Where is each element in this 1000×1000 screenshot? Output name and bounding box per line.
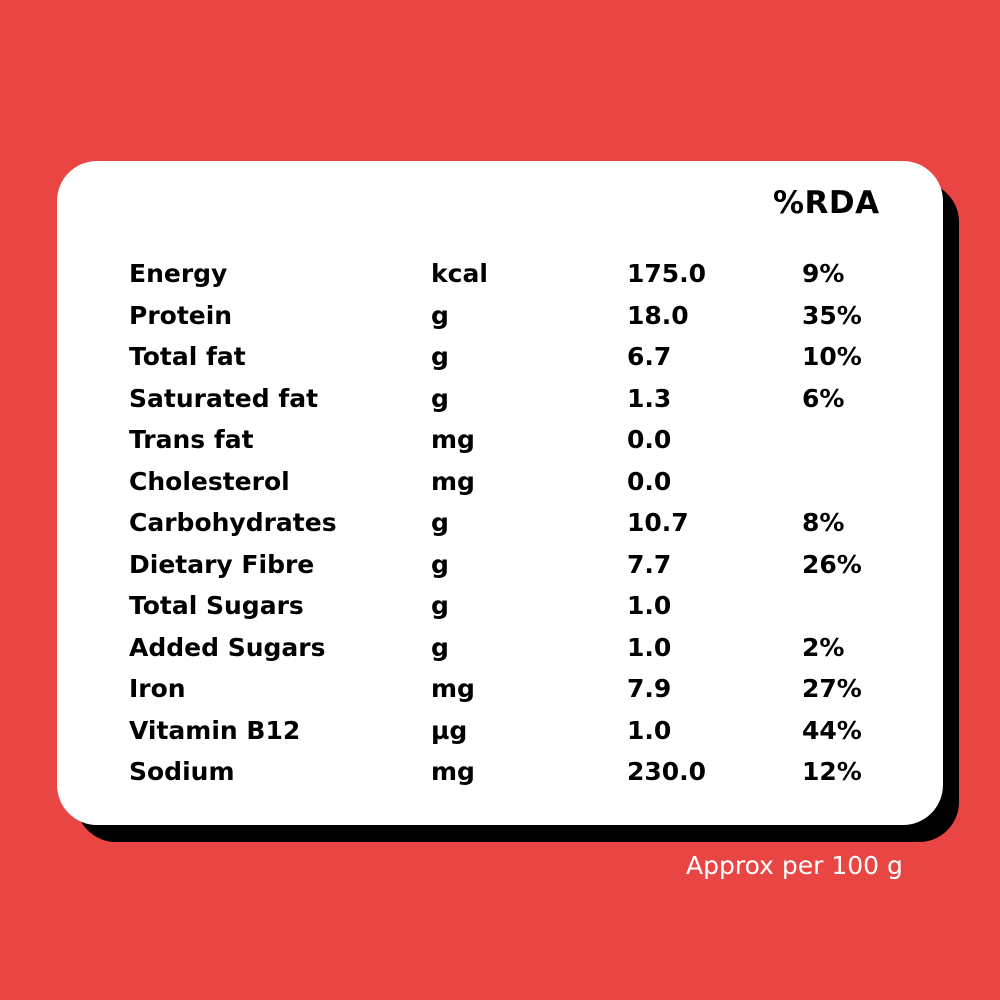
table-row: Dietary Fibre g 7.7 26% xyxy=(129,544,929,586)
nutrient-unit: g xyxy=(431,342,449,371)
nutrient-value: 1.0 xyxy=(627,632,672,662)
nutrient-name: Cholesterol xyxy=(129,466,290,496)
nutrient-name: Dietary Fibre xyxy=(129,549,315,579)
nutrient-unit: mg xyxy=(431,757,475,786)
nutrient-value: 230.0 xyxy=(627,757,707,786)
table-row: Saturated fat g 1.3 6% xyxy=(129,378,929,420)
nutrient-unit: mg xyxy=(431,674,475,703)
nutrient-rda: 10% xyxy=(802,342,862,371)
table-row: Protein g 18.0 35% xyxy=(129,295,929,337)
nutrient-name: Saturated fat xyxy=(129,383,319,413)
table-row: Total Sugars g 1.0 xyxy=(129,585,929,627)
nutrient-unit: g xyxy=(431,383,449,413)
table-row: Total fat g 6.7 10% xyxy=(129,336,929,378)
nutrient-name: Iron xyxy=(129,674,186,703)
nutrition-table: Energy kcal 175.0 9% Protein g 18.0 35% … xyxy=(129,253,929,793)
nutrient-value: 6.7 xyxy=(627,342,672,371)
nutrient-name: Carbohydrates xyxy=(129,508,337,537)
nutrient-unit: kcal xyxy=(431,259,488,288)
nutrient-name: Vitamin B12 xyxy=(129,715,301,745)
nutrient-rda: 6% xyxy=(802,383,845,413)
nutrient-name: Total Sugars xyxy=(129,591,304,620)
table-row: Energy kcal 175.0 9% xyxy=(129,253,929,295)
nutrient-name: Energy xyxy=(129,259,228,288)
nutrient-unit: µg xyxy=(431,715,468,745)
nutrient-unit: g xyxy=(431,632,449,662)
nutrient-value: 175.0 xyxy=(627,259,707,288)
nutrient-rda: 12% xyxy=(802,757,862,786)
nutrient-value: 10.7 xyxy=(627,508,689,537)
nutrient-name: Sodium xyxy=(129,757,235,786)
nutrient-value: 7.9 xyxy=(627,674,672,703)
nutrient-name: Total fat xyxy=(129,342,246,371)
nutrient-name: Added Sugars xyxy=(129,632,326,662)
table-row: Cholesterol mg 0.0 xyxy=(129,461,929,503)
nutrient-value: 18.0 xyxy=(627,300,689,330)
rda-column-header: %RDA xyxy=(773,185,880,221)
nutrient-unit: g xyxy=(431,591,449,620)
nutrient-rda: 44% xyxy=(802,715,862,745)
nutrition-card: %RDA Energy kcal 175.0 9% Protein g 18.0… xyxy=(57,161,943,825)
nutrient-value: 0.0 xyxy=(627,466,672,496)
nutrient-unit: g xyxy=(431,549,449,579)
nutrient-rda: 27% xyxy=(802,674,862,703)
nutrient-rda: 2% xyxy=(802,632,845,662)
nutrient-value: 7.7 xyxy=(627,549,672,579)
serving-note: Approx per 100 g xyxy=(686,851,903,880)
nutrient-unit: g xyxy=(431,508,449,537)
nutrient-value: 0.0 xyxy=(627,425,672,454)
table-row: Trans fat mg 0.0 xyxy=(129,419,929,461)
nutrient-name: Protein xyxy=(129,300,233,330)
table-row: Carbohydrates g 10.7 8% xyxy=(129,502,929,544)
nutrient-unit: g xyxy=(431,300,449,330)
nutrient-value: 1.0 xyxy=(627,715,672,745)
nutrient-unit: mg xyxy=(431,466,475,496)
table-row: Sodium mg 230.0 12% xyxy=(129,751,929,793)
table-row: Added Sugars g 1.0 2% xyxy=(129,627,929,669)
table-row: Iron mg 7.9 27% xyxy=(129,668,929,710)
nutrient-value: 1.3 xyxy=(627,383,672,413)
nutrient-value: 1.0 xyxy=(627,591,672,620)
nutrient-rda: 8% xyxy=(802,508,845,537)
table-row: Vitamin B12 µg 1.0 44% xyxy=(129,710,929,752)
nutrient-name: Trans fat xyxy=(129,425,254,454)
nutrient-rda: 35% xyxy=(802,300,862,330)
nutrient-unit: mg xyxy=(431,425,475,454)
nutrient-rda: 26% xyxy=(802,549,862,579)
nutrient-rda: 9% xyxy=(802,259,845,288)
